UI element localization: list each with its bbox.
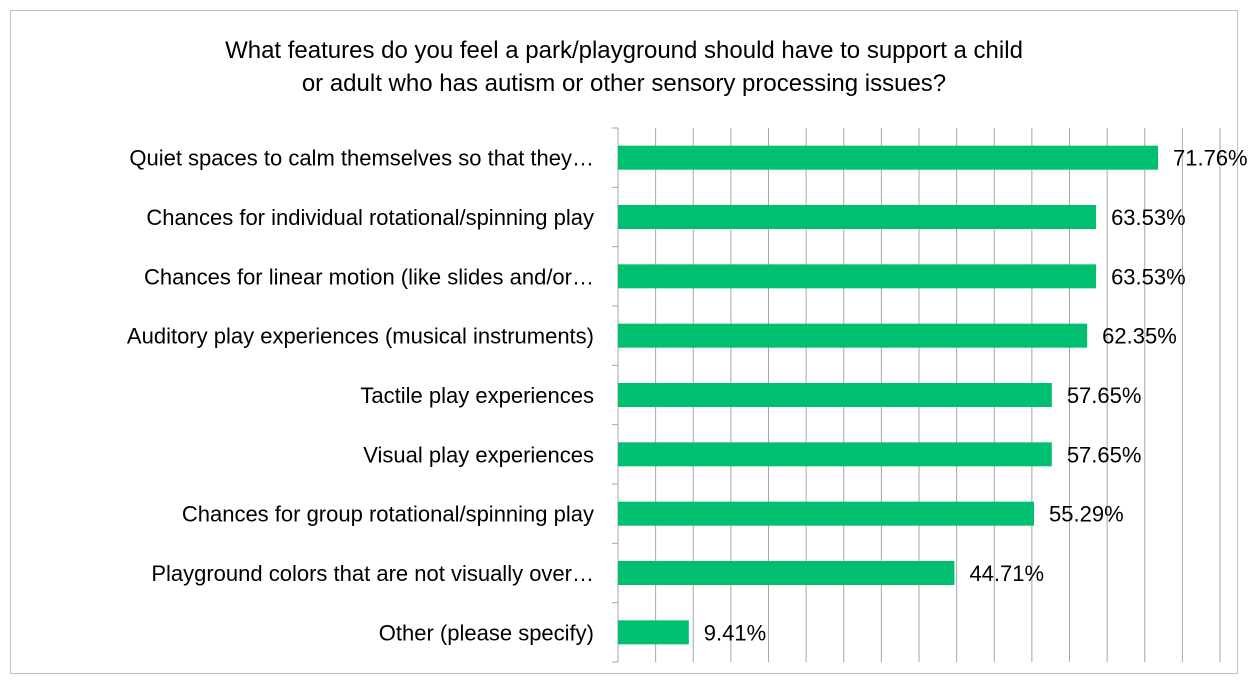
category-label: Chances for group rotational/spinning pl…: [182, 502, 594, 527]
bar: [618, 561, 955, 585]
chart-title-line-1: What features do you feel a park/playgro…: [225, 37, 1023, 64]
category-label: Playground colors that are not visually …: [151, 561, 594, 586]
bar: [618, 145, 1158, 170]
category-label: Other (please specify): [379, 620, 594, 645]
bar: [618, 501, 1035, 526]
chart-title-line-2: or adult who has autism or other sensory…: [301, 70, 947, 97]
bar: [618, 323, 1088, 348]
value-label: 9.41%: [704, 620, 766, 645]
category-label: Chances for linear motion (like slides a…: [144, 264, 594, 289]
value-label: 44.71%: [969, 561, 1044, 586]
value-label: 71.76%: [1173, 146, 1248, 171]
bar: [618, 264, 1097, 289]
bar: [618, 383, 1052, 407]
category-label: Chances for individual rotational/spinni…: [146, 205, 594, 230]
value-label: 63.53%: [1111, 264, 1186, 289]
bar: [618, 620, 689, 645]
value-label: 57.65%: [1067, 383, 1142, 408]
bar: [618, 205, 1097, 229]
category-label: Visual play experiences: [363, 442, 594, 467]
chart-title: What features do you feel a park/playgro…: [0, 34, 1248, 100]
value-label: 55.29%: [1049, 502, 1124, 527]
bar: [618, 442, 1052, 467]
category-label: Auditory play experiences (musical instr…: [127, 324, 594, 349]
value-label: 63.53%: [1111, 205, 1186, 230]
value-label: 62.35%: [1102, 324, 1177, 349]
category-label: Tactile play experiences: [360, 383, 594, 408]
category-label: Quiet spaces to calm themselves so that …: [129, 146, 594, 171]
value-label: 57.65%: [1067, 442, 1142, 467]
